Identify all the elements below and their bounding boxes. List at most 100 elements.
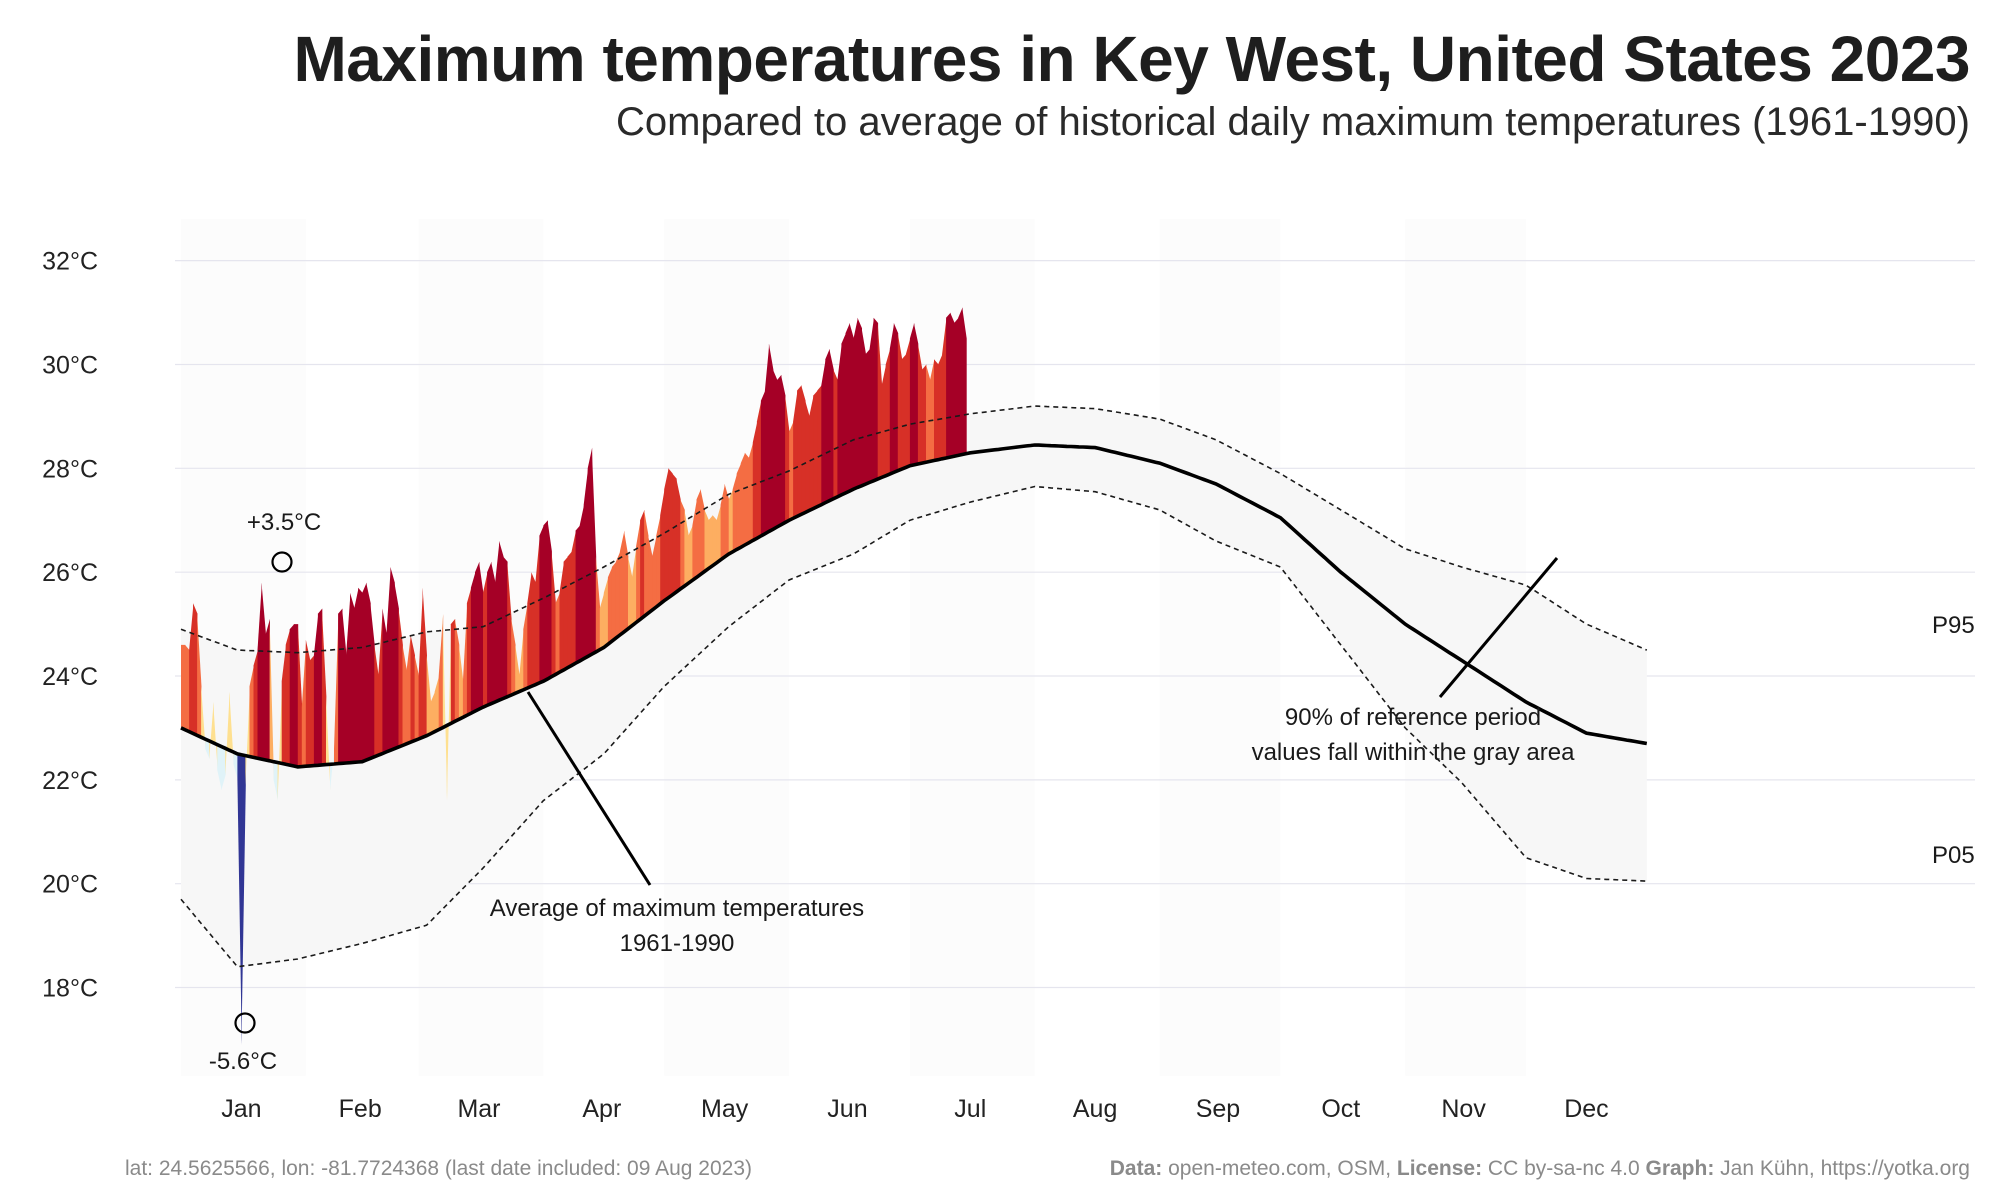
anomaly-day [245,686,250,785]
anomaly-day [777,374,782,527]
anomaly-day [466,587,472,716]
x-tick-label: Jan [221,1095,261,1123]
anomaly-day [740,452,746,548]
anomaly-day [809,395,814,511]
anomaly-day [905,338,911,468]
anomaly-day [950,312,955,458]
anomaly-day [644,509,649,617]
anomaly-day [873,317,879,481]
anomaly-day [813,390,818,509]
anomaly-day [209,702,214,760]
max-anomaly-label: +3.5°C [247,509,321,536]
anomaly-day [430,691,436,734]
x-tick-label: Mar [457,1095,500,1123]
anomaly-day [841,333,846,495]
anomaly-day [434,676,440,732]
x-tick-label: Aug [1073,1095,1117,1123]
anomaly-day [849,323,854,492]
anomaly-day [591,447,597,655]
x-tick-label: Dec [1564,1095,1608,1123]
anomaly-day [253,650,258,759]
anomaly-day [793,390,798,519]
anomaly-day [354,587,359,763]
anomaly-day [358,587,363,762]
anomaly-day [946,312,951,458]
anomaly-day [305,639,311,767]
anomaly-day [885,348,891,476]
anomaly-day [313,613,319,766]
anomaly-day [817,385,822,507]
anomaly-day [571,530,576,666]
anomaly-day [458,644,464,720]
footer-location: lat: 24.5625566, lon: -81.7724368 (last … [125,1157,752,1180]
anomaly-day [954,317,959,457]
x-tick-label: Sep [1196,1095,1240,1123]
anomaly-day [406,634,411,744]
anomaly-day [962,307,967,455]
anomaly-day [724,483,730,557]
anomaly-day [201,686,206,749]
p05-label: P05 [1932,842,1975,869]
anomaly-day [547,520,552,679]
footer-graph-label: Graph: [1645,1157,1715,1180]
band-label-line-2: values fall within the gray area [1252,739,1575,766]
anomaly-day [700,489,705,575]
anomaly-day [350,592,355,763]
x-tick-label: Jul [954,1095,986,1123]
anomaly-day [656,515,661,607]
anomaly-day [764,343,770,534]
y-axis-ticks: 18°C 20°C 22°C 24°C 26°C 28°C 30°C 32°C [42,248,98,1003]
anomaly-day [402,644,407,746]
anomaly-day [261,582,266,760]
anomaly-day [197,613,202,738]
anomaly-day [668,468,673,598]
band-leader-line [1438,557,1559,698]
anomaly-day [334,613,339,764]
anomaly-day [555,592,560,675]
anomaly-day [539,525,544,683]
anomaly-day [346,592,351,763]
y-tick-label: 18°C [42,975,98,1003]
anomaly-day [603,577,609,648]
anomaly-day [760,390,766,536]
anomaly-day [285,629,291,766]
anomaly-day [386,567,391,752]
anomaly-day [362,582,367,762]
anomaly-day [370,603,375,759]
anomaly-day [922,364,927,464]
anomaly-day [938,354,943,460]
anomaly-day [857,317,862,488]
anomaly-day [652,535,657,611]
anomaly-day [615,551,621,639]
anomaly-day [680,499,685,589]
anomaly-day [797,385,802,517]
x-tick-label: Apr [582,1095,621,1123]
anomaly-day [475,561,480,712]
anomaly-day [309,655,315,766]
chart-subtitle: Compared to average of historical daily … [616,100,1970,144]
footer-data-value: open-meteo.com, OSM, [1168,1157,1392,1180]
reference-mean-line [180,443,1648,769]
anomaly-day [708,515,713,569]
anomaly-day [704,509,709,572]
anomaly-day [676,478,681,592]
anomaly-day [225,691,230,775]
y-tick-label: 30°C [42,351,98,379]
anomaly-day [958,307,963,456]
anomaly-day [527,572,532,689]
anomaly-day [237,753,242,1045]
anomaly-day [692,499,697,581]
average-leader-line [526,691,652,886]
y-tick-label: 24°C [42,663,98,691]
anomaly-day [523,603,528,690]
anomaly-day [394,582,399,749]
anomaly-day [579,504,585,661]
anomaly-day [587,447,593,657]
anomaly-day [930,359,935,462]
anomaly-day [189,603,194,734]
anomaly-day [611,561,617,642]
anomaly-day [881,364,887,478]
anomaly-day [942,317,947,459]
anomaly-day [185,644,190,732]
